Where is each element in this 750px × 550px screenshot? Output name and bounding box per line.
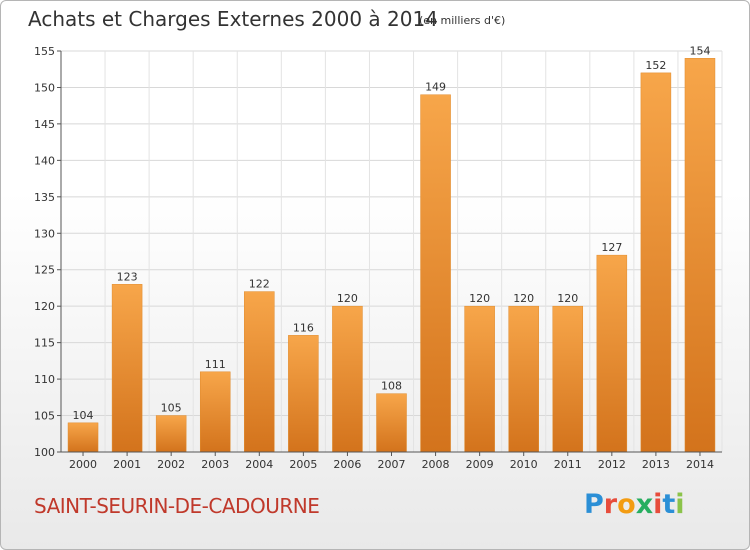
data-label: 111 [205, 358, 226, 371]
logo-letter: o [617, 489, 636, 520]
y-tick-label: 140 [34, 154, 55, 167]
x-tick-label: 2013 [642, 458, 670, 471]
bar-2011[interactable] [552, 305, 584, 453]
x-tick-label: 2002 [157, 458, 185, 471]
data-label: 120 [337, 292, 358, 305]
data-label: 108 [381, 380, 402, 393]
bar-2005[interactable] [288, 335, 319, 453]
x-tick-label: 2010 [510, 458, 538, 471]
y-tick-label: 145 [34, 118, 55, 131]
x-tick-label: 2007 [378, 458, 406, 471]
y-tick-label: 125 [34, 264, 55, 277]
logo-letter: r [603, 489, 618, 520]
y-tick-label: 135 [34, 191, 55, 204]
x-tick-label: 2014 [686, 458, 714, 471]
bar-2003[interactable] [199, 371, 231, 453]
data-label: 104 [73, 409, 94, 422]
bar-2008[interactable] [420, 94, 451, 453]
bar-2012[interactable] [596, 254, 628, 453]
data-label: 116 [293, 321, 314, 334]
x-tick-label: 2006 [333, 458, 361, 471]
logo-letter: t [662, 489, 676, 520]
x-tick-label: 2005 [289, 458, 317, 471]
logo-letter: P [584, 489, 604, 520]
y-tick-label: 155 [34, 45, 55, 58]
logo-letter: i [653, 489, 663, 520]
y-tick-label: 115 [34, 337, 55, 350]
data-label: 149 [425, 81, 446, 94]
y-tick-label: 100 [34, 446, 55, 459]
data-label: 152 [645, 59, 666, 72]
x-tick-label: 2004 [245, 458, 273, 471]
x-tick-label: 2009 [466, 458, 494, 471]
bars [67, 58, 716, 453]
data-label: 123 [117, 270, 138, 283]
bar-2004[interactable] [244, 291, 275, 453]
chart-subtitle: (en milliers d'€) [419, 14, 506, 27]
data-label: 120 [469, 292, 490, 305]
bar-2014[interactable] [684, 58, 716, 453]
x-tick-label: 2012 [598, 458, 626, 471]
bar-2000[interactable] [67, 422, 99, 453]
x-tick-label: 2000 [69, 458, 97, 471]
axes: 100 105 110 115 120 125 130 135 140 145 150 155 2000… [34, 45, 722, 471]
x-tick-label: 2003 [201, 458, 229, 471]
city-name: SAINT-SEURIN-DE-CADOURNE [34, 494, 320, 518]
bar-2002[interactable] [155, 415, 187, 453]
data-label: 127 [601, 241, 622, 254]
data-label: 120 [513, 292, 534, 305]
bar-2010[interactable] [508, 305, 539, 453]
bar-2006[interactable] [332, 305, 363, 453]
data-labels: 104 123 105 111 122 116 120 108 149 120 120 120 127 1… [73, 44, 711, 422]
y-tick-label: 120 [34, 300, 55, 313]
chart-title: Achats et Charges Externes 2000 à 2014 [28, 7, 438, 31]
bar-2007[interactable] [376, 393, 407, 453]
x-tick-label: 2008 [422, 458, 450, 471]
data-label: 120 [557, 292, 578, 305]
x-tick-label: 2011 [554, 458, 582, 471]
logo-letter: i [675, 489, 685, 520]
y-tick-label: 110 [34, 373, 55, 386]
data-label: 154 [689, 44, 710, 57]
proxiti-logo[interactable]: Proxiti [584, 489, 685, 520]
data-label: 122 [249, 278, 270, 291]
bar-2009[interactable] [464, 305, 495, 453]
y-tick-label: 105 [34, 410, 55, 423]
bar-2013[interactable] [640, 72, 672, 453]
y-tick-label: 150 [34, 81, 55, 94]
y-tick-label: 130 [34, 227, 55, 240]
x-tick-label: 2001 [113, 458, 141, 471]
bar-2001[interactable] [111, 284, 143, 453]
logo-letter: x [635, 489, 654, 520]
data-label: 105 [161, 402, 182, 415]
